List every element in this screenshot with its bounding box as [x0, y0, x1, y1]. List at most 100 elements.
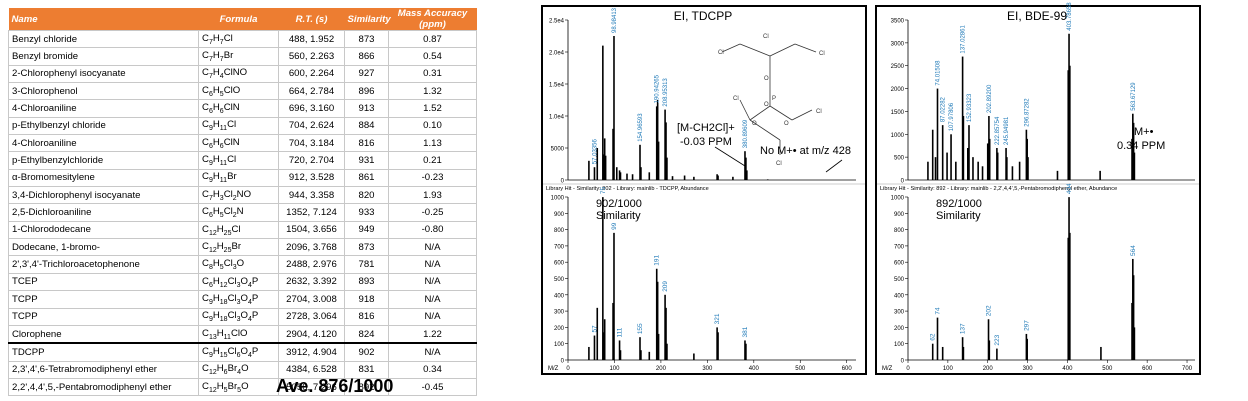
peak-label: 297	[1023, 320, 1030, 331]
header-name: Name	[8, 8, 199, 31]
cell-name: TCPP	[8, 307, 199, 326]
atom-label: O	[764, 76, 769, 82]
y-tick-label: 2.5e4	[549, 19, 565, 25]
y-tick-label: 500	[894, 277, 905, 283]
table-row: 3-Chlorophenol C6H5ClO 664, 2.784 896 1.32	[8, 82, 477, 101]
header-formula: Formula	[198, 8, 279, 31]
bond	[739, 43, 771, 57]
x-axis-label: M/Z	[882, 366, 893, 372]
bond	[721, 43, 741, 53]
spectrum-panel-bde99: 050010001500200025003000350074.0150887.0…	[875, 2, 1201, 375]
cell-mass-accuracy: -0.45	[388, 377, 477, 397]
atom-label: O	[764, 102, 769, 108]
x-tick-label: 500	[1102, 366, 1113, 372]
spectrum-panel-tdcpp: 050001.0e41.5e42.0e42.5e457.0335698.9841…	[541, 5, 867, 375]
atom-label: P	[772, 96, 776, 102]
table-row: TCPP C9H18Cl3O4P 2728, 3.064 816 N/A	[8, 307, 477, 326]
peak-label: 222.85754	[995, 116, 1001, 145]
header-similarity: Similarity	[344, 8, 391, 31]
cell-formula: C9H18Cl3O4P	[198, 307, 279, 326]
cell-similarity: 781	[344, 255, 389, 274]
peak-label: 155	[637, 323, 644, 334]
table-row: 3,4-Dichlorophenyl isocyanate C7H3Cl2NO 94…	[8, 186, 477, 205]
similarity-score: 902/1000	[596, 198, 642, 210]
x-tick-label: 600	[842, 366, 853, 372]
y-tick-label: 400	[894, 293, 905, 299]
cell-name: 2',3',4'-Trichloroacetophenone	[8, 255, 199, 274]
no-molecular-ion-note: No M+• at m/z 428	[760, 145, 851, 157]
y-tick-label: 100	[554, 342, 565, 348]
fragment-ppm: -0.03 PPM	[680, 136, 732, 148]
cell-mass-accuracy: N/A	[388, 272, 477, 292]
peak-label: 62	[930, 333, 937, 341]
y-tick-label: 1000	[551, 196, 565, 202]
peak-label: 75	[600, 187, 607, 195]
molecular-ion-annotation: M+•	[1134, 126, 1154, 138]
peak-label: 190.94265	[655, 74, 661, 103]
x-tick-label: 300	[1023, 366, 1034, 372]
cell-formula: C9H15Cl6O4P	[198, 342, 279, 362]
table-row: 4-Chloroaniline C6H6ClN 696, 3.160 913 1.52	[8, 99, 477, 118]
y-tick-label: 2000	[891, 87, 905, 93]
table-row: 1-Chlorododecane C12H25Cl 1504, 3.656 949 -0…	[8, 220, 477, 240]
x-tick-label: 0	[906, 366, 910, 372]
y-tick-label: 2500	[891, 64, 905, 70]
panel-title: EI, TDCPP	[674, 9, 732, 23]
cell-formula: C7H7Cl	[198, 29, 279, 49]
x-tick-label: 100	[943, 366, 954, 372]
y-tick-label: 1.5e4	[549, 83, 565, 89]
x-axis-label: M/Z	[548, 366, 559, 372]
bond	[749, 119, 781, 141]
peak-label: 202.89200	[987, 84, 993, 113]
y-tick-label: 5000	[551, 147, 565, 153]
x-tick-label: 500	[795, 366, 806, 372]
y-tick-label: 800	[894, 228, 905, 234]
y-tick-label: 2.0e4	[549, 51, 565, 57]
table-row: 2',3',4'-Trichloroacetophenone C8H5Cl3O 24…	[8, 255, 477, 274]
y-tick-label: 400	[554, 293, 565, 299]
y-tick-label: 3500	[891, 19, 905, 25]
y-tick-label: 0	[561, 179, 565, 185]
cell-rt: 2488, 2.976	[278, 255, 345, 274]
peak-label: 87.02282	[941, 96, 947, 122]
panel-frame	[541, 5, 867, 375]
header-rt: R.T. (s)	[278, 8, 345, 31]
y-tick-label: 800	[554, 228, 565, 234]
y-tick-label: 700	[894, 244, 905, 250]
x-tick-label: 300	[702, 366, 713, 372]
y-tick-label: 700	[554, 244, 565, 250]
y-tick-label: 600	[554, 261, 565, 267]
peak-label: 137.02861	[961, 25, 967, 54]
atom-label: Cl	[816, 109, 822, 115]
peak-label: 98.98413	[612, 7, 618, 33]
peak-label: 57	[591, 325, 598, 333]
atom-label: Cl	[763, 34, 769, 40]
bond	[794, 43, 817, 53]
table-header-row: Name Formula R.T. (s) Similarity Mass Ac…	[8, 8, 477, 31]
table-row: 2,3',4',6-Tetrabromodiphenyl ether C12H6B…	[8, 360, 477, 379]
header-mass-accuracy: Mass Accuracy (ppm)	[388, 8, 477, 31]
peak-label: 223	[994, 334, 1001, 345]
peak-label: 191	[654, 254, 661, 265]
cell-formula: C12H6Br4O	[198, 360, 279, 379]
y-tick-label: 1000	[891, 196, 905, 202]
x-tick-label: 0	[566, 366, 570, 372]
atom-label: Cl	[819, 51, 825, 57]
cell-formula: C8H5Cl3O	[198, 255, 279, 274]
peak-label: 404	[1066, 183, 1073, 194]
cell-formula: C6H12Cl3O4P	[198, 272, 279, 292]
table-row: Benzyl bromide C7H7Br 560, 2.263 866 0.54	[8, 47, 477, 66]
peak-label: 245.94981	[1004, 116, 1010, 145]
annotation-arrow	[825, 159, 843, 173]
table-row: TDCPP C9H15Cl6O4P 3912, 4.904 902 N/A	[8, 342, 477, 362]
y-tick-label: 1.0e4	[549, 115, 565, 121]
x-tick-label: 400	[749, 366, 760, 372]
cell-mass-accuracy: N/A	[388, 307, 477, 326]
panel-frame	[875, 5, 1201, 375]
cell-mass-accuracy: N/A	[388, 255, 477, 274]
y-tick-label: 1000	[891, 133, 905, 139]
y-tick-label: 100	[894, 342, 905, 348]
peak-label: 137	[960, 323, 967, 334]
